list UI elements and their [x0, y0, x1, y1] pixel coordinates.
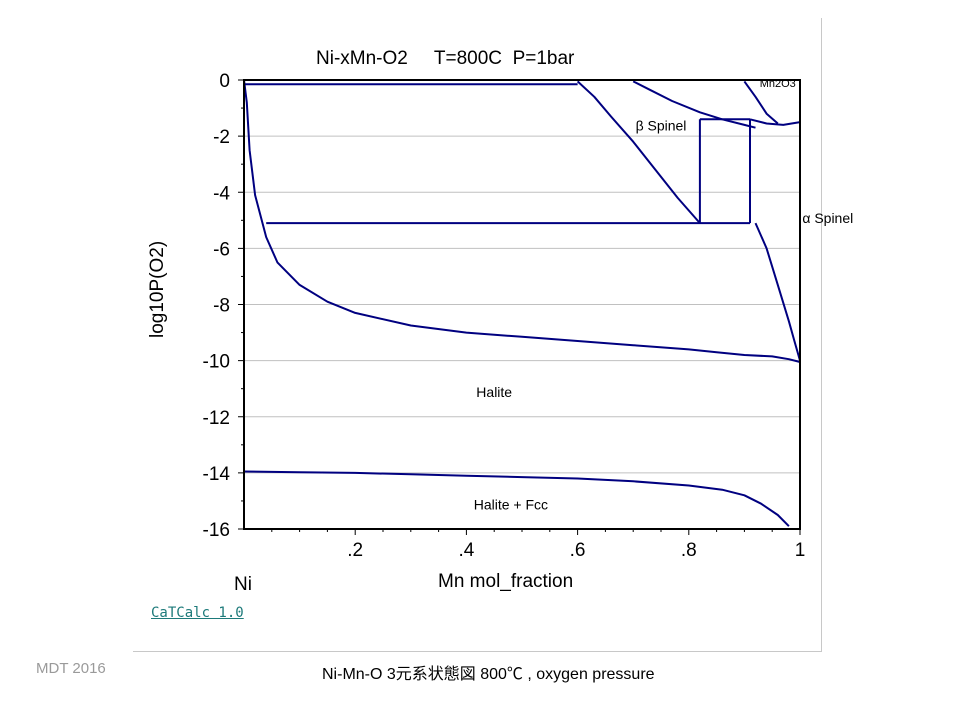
x-tick-label: .8	[681, 540, 697, 561]
y-tick-label: -6	[213, 239, 230, 260]
y-tick-label: -10	[203, 352, 230, 373]
slide-frame-right	[821, 18, 822, 652]
region-label-4: Mn2O3	[760, 78, 796, 90]
y-tick-label: -12	[203, 408, 230, 429]
y-tick-label: -8	[213, 296, 230, 317]
y-tick-label: 0	[219, 71, 230, 92]
x-axis-label: Mn mol_fraction	[438, 571, 573, 592]
y-tick-labels: 0 -2 -4 -6 -8 -10 -12 -14 -16	[203, 71, 231, 541]
y-tick-label: -2	[213, 127, 230, 148]
region-label-2: β Spinel	[636, 118, 687, 134]
region-labels: Halite Halite + Fcc β Spinel α Spinel Mn2O3	[474, 78, 854, 512]
x-tick-label: .4	[458, 540, 474, 561]
phase-boundary-8	[749, 118, 801, 126]
catcalc-link[interactable]: CaTCalc 1.0	[151, 605, 244, 621]
x-endpoint-label-ni: Ni	[234, 574, 252, 595]
y-tick-label: -16	[203, 520, 230, 541]
x-tick-labels: .2 .4 .6 .8 1	[347, 540, 805, 561]
phase-boundary-7	[743, 80, 779, 125]
phase-boundary-9	[754, 222, 801, 361]
region-label-0: Halite	[476, 384, 512, 400]
phase-boundaries	[243, 79, 801, 527]
tick-marks	[238, 79, 801, 535]
phase-boundary-5	[576, 80, 701, 224]
slide-frame-bottom	[133, 651, 822, 652]
x-tick-label: .2	[347, 540, 363, 561]
y-tick-label: -4	[213, 183, 230, 204]
x-tick-label: 1	[795, 540, 806, 561]
phase-boundary-6	[632, 80, 756, 129]
region-label-3: α Spinel	[802, 210, 853, 226]
x-tick-label: .6	[570, 540, 586, 561]
footer-caption: Ni-Mn-O 3元系状態図 800℃ , oxygen pressure	[322, 666, 655, 683]
phase-boundary-10	[243, 79, 801, 363]
y-axis-label: log10P(O2)	[147, 241, 168, 338]
grid	[244, 135, 800, 474]
phase-boundary-11	[243, 470, 790, 527]
y-tick-label: -14	[203, 464, 231, 485]
plot-frame	[243, 79, 801, 530]
footer-author-year: MDT 2016	[36, 660, 106, 677]
region-label-1: Halite + Fcc	[474, 496, 548, 512]
chart-title: Ni-xMn-O2 T=800C P=1bar	[316, 48, 575, 69]
